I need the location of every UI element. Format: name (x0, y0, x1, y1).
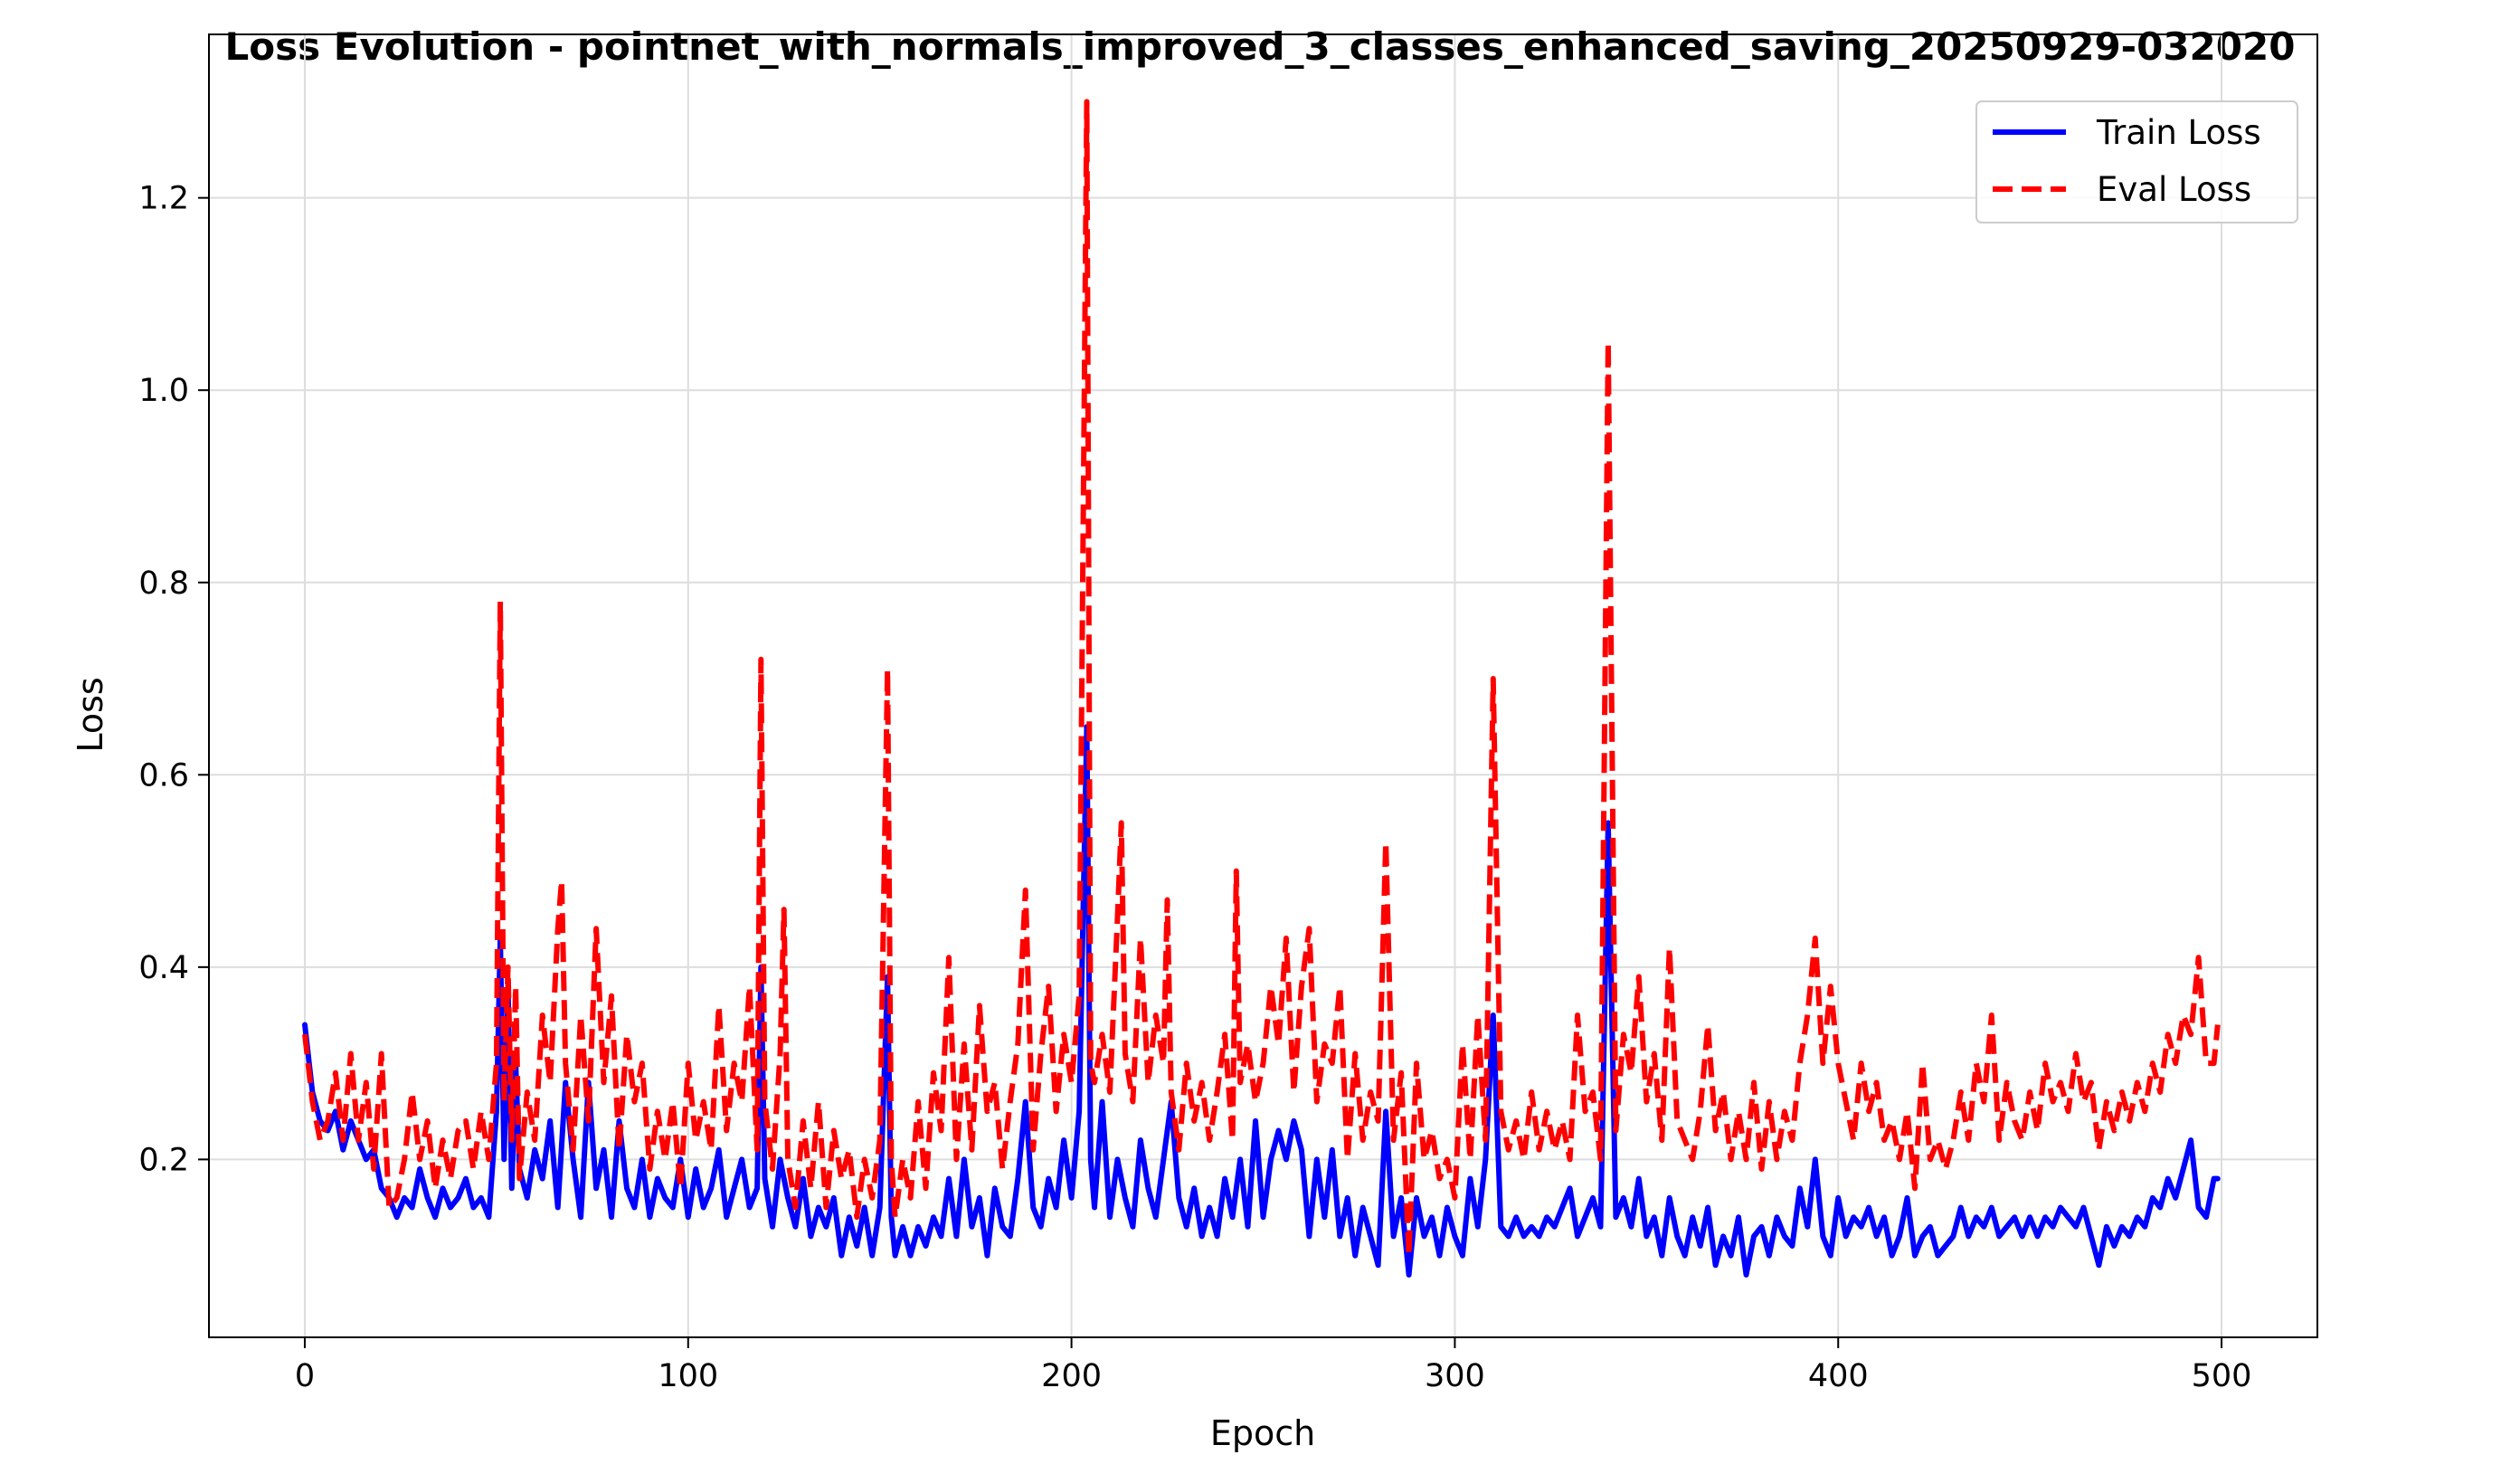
y-axis-label: Loss (71, 677, 110, 752)
x-axis-label: Epoch (1210, 1413, 1315, 1453)
y-tick-label: 0.6 (138, 757, 189, 794)
legend-label-eval: Eval Loss (2097, 170, 2251, 209)
x-tick-label: 500 (2192, 1358, 2252, 1394)
plot-frame (208, 33, 2318, 1338)
x-tick-label: 400 (1808, 1358, 1869, 1394)
y-tick-label: 0.2 (138, 1142, 189, 1178)
series-line-train-loss (302, 724, 2221, 1278)
x-tick-label: 300 (1425, 1358, 1485, 1394)
y-tick-label: 0.4 (138, 950, 189, 986)
y-tick-label: 1.2 (138, 181, 189, 217)
legend-label-train: Train Loss (2096, 113, 2261, 152)
series-line-eval-loss (302, 99, 2221, 1259)
x-tick-label: 100 (658, 1358, 718, 1394)
y-tick-label: 1.0 (138, 373, 189, 409)
chart-title: Loss Evolution - pointnet_with_normals_i… (225, 24, 2296, 69)
y-tick-label: 0.8 (138, 566, 189, 602)
grid-layer (209, 34, 2317, 1337)
series-layer (302, 99, 2221, 1278)
x-tick-label: 200 (1041, 1358, 1102, 1394)
x-tick-label: 0 (295, 1358, 315, 1394)
tick-layer: 0 100 200 300 400 500 0.2 0.4 0.6 0.8 1.0 1.2 (138, 181, 2251, 1394)
legend: Train Loss Eval Loss (1975, 100, 2298, 223)
